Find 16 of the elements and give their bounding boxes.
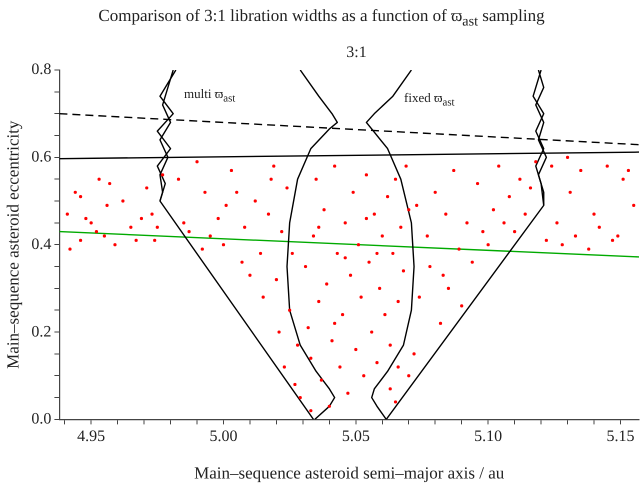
x-tick-label: 5.10 bbox=[474, 428, 502, 446]
x-tick-label: 4.95 bbox=[77, 428, 106, 446]
annotation: fixed ϖ$_{ast}$ bbox=[404, 90, 455, 109]
y-tick-label: 0.6 bbox=[31, 148, 52, 166]
x-tick-label: 5.00 bbox=[209, 428, 238, 446]
x-tick-label: 5.05 bbox=[342, 428, 370, 446]
annotation: multi ϖ$_{ast}$ bbox=[184, 86, 236, 105]
y-tick-label: 0.0 bbox=[31, 410, 52, 428]
y-tick-label: 0.8 bbox=[31, 61, 52, 78]
y-tick-label: 0.4 bbox=[31, 236, 52, 253]
y-tick-label: 0.2 bbox=[31, 323, 52, 340]
chart-title: Comparison of 3:1 libration widths as a function of ϖ$_{ast}$ sampling bbox=[97, 6, 546, 30]
x-axis-title: Main–sequence asteroid semi–major axis / au bbox=[194, 463, 505, 482]
y-axis-title: Main–sequence asteroid eccentricity bbox=[4, 120, 23, 369]
chart-subtitle: 3:1 bbox=[345, 44, 368, 62]
x-tick-label: 5.15 bbox=[606, 428, 634, 446]
